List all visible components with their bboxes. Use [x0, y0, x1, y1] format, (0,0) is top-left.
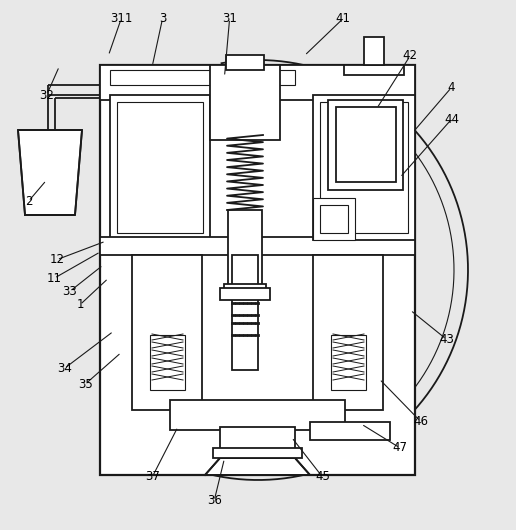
Bar	[100, 65, 415, 100]
Text: 35: 35	[78, 378, 92, 391]
Text: 43: 43	[439, 333, 454, 346]
Text: 36: 36	[207, 494, 221, 507]
Polygon shape	[18, 130, 82, 215]
Text: 34: 34	[57, 362, 72, 375]
Polygon shape	[205, 458, 310, 475]
Text: 4: 4	[448, 81, 455, 94]
Bar	[213, 448, 302, 458]
Bar	[150, 335, 185, 390]
Text: 42: 42	[402, 49, 418, 62]
Bar	[210, 65, 280, 140]
Text: 33: 33	[62, 285, 77, 298]
Text: 32: 32	[39, 89, 54, 102]
Bar	[320, 205, 348, 233]
Text: 37: 37	[145, 471, 159, 483]
Bar	[100, 237, 415, 255]
Bar	[344, 65, 404, 75]
Bar	[117, 102, 203, 233]
Bar	[226, 55, 264, 70]
Text: 47: 47	[392, 441, 408, 454]
Bar	[224, 284, 266, 292]
Text: 2: 2	[25, 195, 32, 208]
Bar	[228, 210, 262, 290]
Text: 12: 12	[49, 253, 64, 266]
Text: 31: 31	[222, 12, 237, 25]
Bar	[313, 255, 383, 410]
Text: 3: 3	[159, 12, 166, 25]
Bar	[310, 422, 390, 440]
Bar	[132, 255, 202, 410]
Bar	[110, 95, 210, 240]
Bar	[232, 255, 258, 370]
Bar	[313, 198, 355, 240]
Bar	[313, 95, 415, 240]
Bar	[336, 107, 396, 182]
Bar	[220, 288, 270, 300]
Text: 11: 11	[46, 272, 62, 285]
Text: 45: 45	[315, 471, 330, 483]
Bar	[170, 400, 345, 430]
Bar	[110, 70, 295, 85]
Bar	[320, 102, 408, 233]
Text: 41: 41	[335, 12, 351, 25]
Bar	[328, 100, 403, 190]
Text: 46: 46	[413, 415, 428, 428]
Bar	[331, 335, 366, 390]
Text: 44: 44	[444, 113, 459, 126]
Bar	[100, 65, 415, 475]
Text: 311: 311	[110, 12, 133, 25]
Bar	[220, 427, 295, 460]
Bar	[364, 37, 384, 65]
Text: 1: 1	[76, 298, 84, 311]
